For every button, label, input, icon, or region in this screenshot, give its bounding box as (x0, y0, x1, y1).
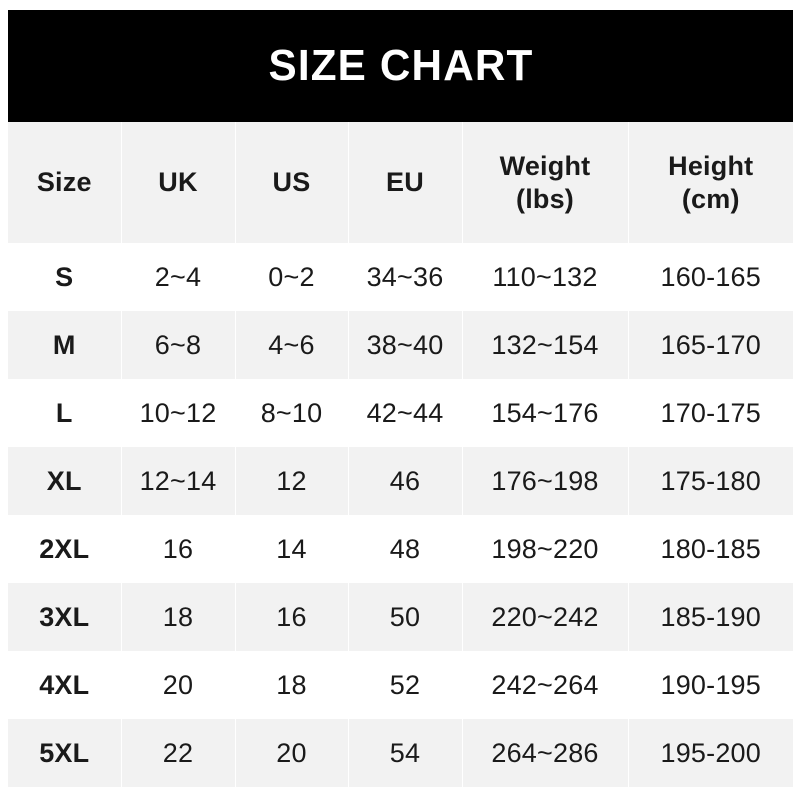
cell-height: 180-185 (628, 515, 793, 583)
cell-eu: 48 (348, 515, 463, 583)
cell-weight: 198~220 (462, 515, 629, 583)
cell-uk: 16 (121, 515, 236, 583)
cell-uk: 12~14 (121, 447, 236, 515)
cell-size: 2XL (8, 515, 122, 583)
cell-eu: 46 (348, 447, 463, 515)
cell-weight: 110~132 (462, 243, 629, 311)
column-header-height: Height (cm) (628, 122, 793, 243)
column-header-eu-label: EU (386, 167, 424, 198)
table-body: S 2~4 0~2 34~36 110~132 160-165 M 6~8 4~… (8, 243, 793, 787)
table-row: 5XL 22 20 54 264~286 195-200 (8, 719, 793, 787)
cell-height: 185-190 (628, 583, 793, 651)
cell-height: 160-165 (628, 243, 793, 311)
column-header-weight: Weight (lbs) (462, 122, 629, 243)
cell-eu: 34~36 (348, 243, 463, 311)
cell-size: L (8, 379, 122, 447)
table-header: Size UK US EU Weight (lbs) Height (cm) (8, 122, 793, 243)
cell-weight: 242~264 (462, 651, 629, 719)
cell-uk: 18 (121, 583, 236, 651)
cell-height: 175-180 (628, 447, 793, 515)
cell-height: 195-200 (628, 719, 793, 787)
column-header-height-unit: (cm) (681, 183, 740, 214)
cell-height: 165-170 (628, 311, 793, 379)
cell-eu: 52 (348, 651, 463, 719)
column-header-weight-unit: (lbs) (516, 183, 574, 214)
cell-us: 0~2 (235, 243, 349, 311)
cell-us: 4~6 (235, 311, 349, 379)
column-header-size-label: Size (36, 167, 92, 198)
cell-size: M (8, 311, 122, 379)
column-header-us: US (235, 122, 349, 243)
cell-weight: 176~198 (462, 447, 629, 515)
column-header-height-label: Height (668, 150, 754, 181)
cell-uk: 22 (121, 719, 236, 787)
table-row: S 2~4 0~2 34~36 110~132 160-165 (8, 243, 793, 311)
cell-eu: 54 (348, 719, 463, 787)
cell-weight: 132~154 (462, 311, 629, 379)
cell-us: 8~10 (235, 379, 349, 447)
column-header-uk-label: UK (158, 167, 198, 198)
column-header-eu: EU (348, 122, 463, 243)
column-header-uk: UK (121, 122, 236, 243)
cell-weight: 154~176 (462, 379, 629, 447)
table-row: M 6~8 4~6 38~40 132~154 165-170 (8, 311, 793, 379)
cell-size: 3XL (8, 583, 122, 651)
cell-us: 20 (235, 719, 349, 787)
cell-size: S (8, 243, 122, 311)
table-row: 3XL 18 16 50 220~242 185-190 (8, 583, 793, 651)
cell-eu: 38~40 (348, 311, 463, 379)
cell-weight: 220~242 (462, 583, 629, 651)
page-title: SIZE CHART (268, 41, 533, 90)
column-header-us-label: US (272, 167, 311, 198)
cell-size: XL (8, 447, 122, 515)
cell-us: 14 (235, 515, 349, 583)
cell-height: 190-195 (628, 651, 793, 719)
table-row: L 10~12 8~10 42~44 154~176 170-175 (8, 379, 793, 447)
table-row: 4XL 20 18 52 242~264 190-195 (8, 651, 793, 719)
cell-size: 5XL (8, 719, 122, 787)
cell-us: 18 (235, 651, 349, 719)
column-header-size: Size (8, 122, 122, 243)
table-header-row: Size UK US EU Weight (lbs) Height (cm) (8, 122, 793, 243)
cell-uk: 20 (121, 651, 236, 719)
cell-size: 4XL (8, 651, 122, 719)
title-banner: SIZE CHART (8, 10, 793, 122)
cell-uk: 6~8 (121, 311, 236, 379)
size-chart-table: Size UK US EU Weight (lbs) Height (cm) (8, 122, 793, 787)
cell-us: 16 (235, 583, 349, 651)
cell-eu: 42~44 (348, 379, 463, 447)
cell-eu: 50 (348, 583, 463, 651)
cell-weight: 264~286 (462, 719, 629, 787)
cell-height: 170-175 (628, 379, 793, 447)
table-row: XL 12~14 12 46 176~198 175-180 (8, 447, 793, 515)
cell-uk: 10~12 (121, 379, 236, 447)
cell-us: 12 (235, 447, 349, 515)
table-row: 2XL 16 14 48 198~220 180-185 (8, 515, 793, 583)
column-header-weight-label: Weight (499, 150, 591, 181)
cell-uk: 2~4 (121, 243, 236, 311)
